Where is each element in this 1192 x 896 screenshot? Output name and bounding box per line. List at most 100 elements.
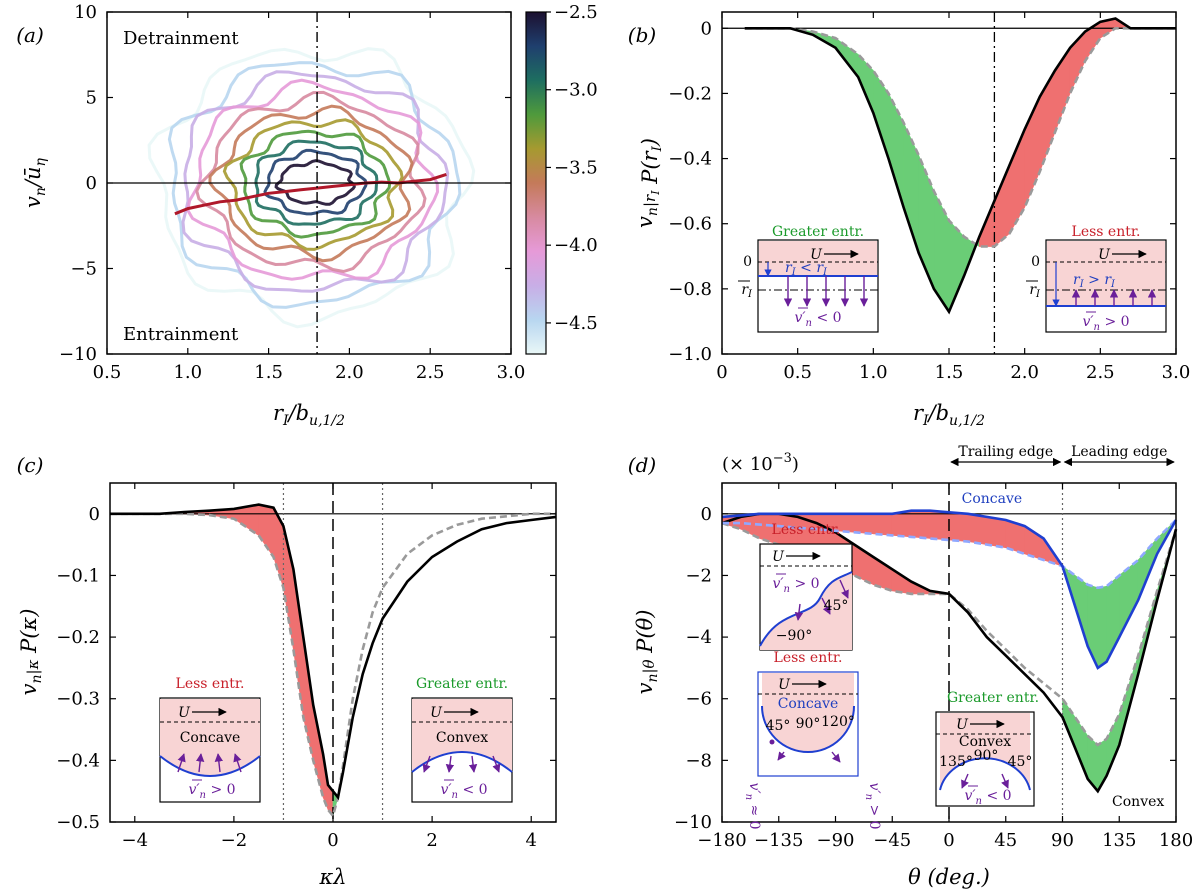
b-xtick-label: 1.0 (859, 362, 888, 383)
d-xtick-label: −135 (754, 830, 803, 851)
xl-den-sub: u,1/2 (949, 413, 985, 429)
flow-label-u: U (178, 705, 191, 721)
d-ytick-label: −4 (685, 627, 712, 648)
xl-main: r (273, 401, 285, 425)
vn-arrow (214, 753, 224, 773)
vn-op: < 0 (812, 310, 842, 326)
d-xtick-label: 180 (1159, 830, 1192, 851)
xl-den-sub: u,1/2 (309, 413, 345, 429)
series-concave-dashed (722, 519, 1177, 590)
vn-sub: n (452, 790, 458, 801)
interface-curve (759, 571, 853, 647)
fill-concave (948, 511, 969, 542)
vn-arrow (1001, 773, 1009, 789)
b-ytick-label: −0.6 (668, 214, 712, 235)
inset-right-label: v′n > 0 (863, 782, 882, 829)
interface-curve (761, 705, 855, 753)
series-solid (744, 17, 1176, 315)
inset-title: Greater entr. (947, 690, 1039, 706)
trailing-edge-label: Trailing edge (958, 444, 1053, 460)
a-xtick-label: 2.0 (335, 362, 364, 383)
fill-concave (967, 513, 988, 545)
yl-main: v (17, 683, 41, 695)
vn-op: > 0 (1100, 314, 1130, 330)
scale-close: ) (792, 454, 799, 475)
d-ytick-label: −8 (685, 750, 712, 771)
fill-concave (910, 510, 931, 539)
fill-concave (1097, 585, 1107, 669)
series-solid (110, 503, 557, 801)
vn-sub: n (976, 796, 982, 807)
angle-label: 45° (766, 718, 791, 734)
fill-concave (873, 513, 893, 536)
panel-a: 0.5 1.0 1.5 2.0 2.5 3.0 10 5 0 −5 −10 Detrainment En… (16, 2, 597, 429)
mean-curve (174, 172, 447, 216)
fill-region (994, 164, 1010, 248)
vn-main: v (440, 782, 448, 798)
yl-cond-sub: I (649, 190, 662, 196)
fill-concave (1118, 559, 1139, 638)
y-axis-label-b: vn|rI P(rI) (633, 138, 665, 228)
inset-title: Less entr. (774, 650, 843, 666)
vn-sub: n (200, 790, 206, 801)
c-xtick-label: 4 (525, 830, 536, 851)
flow-label-u: U (778, 677, 791, 693)
rel-sub2: I (1110, 279, 1116, 290)
vn-arrow (468, 755, 478, 773)
detrainment-label: Detrainment (123, 28, 239, 49)
yl-sub: n (33, 187, 49, 196)
b-xtick-label: 2.5 (1086, 362, 1115, 383)
yl-sub: n (645, 674, 661, 683)
a-xtick-label: 2.5 (416, 362, 445, 383)
yl-main: v (633, 682, 657, 694)
entrainment-label: Entrainment (123, 324, 239, 345)
rel-main: r (1073, 272, 1081, 288)
d-ytick-label: −10 (674, 812, 712, 833)
c-ytick-label: 0 (89, 504, 100, 525)
inset-title: Greater entr. (772, 224, 864, 240)
vn-sub: n (806, 318, 812, 329)
b-xtick-label: 0 (716, 362, 727, 383)
scale-exp: −3 (773, 451, 792, 466)
x-axis-label-b: rI/bu,1/2 (913, 401, 985, 429)
inset-fill (940, 713, 1030, 790)
colorbar (525, 11, 547, 355)
vn-main: v (188, 782, 196, 798)
fill-region (293, 569, 304, 718)
angle-label: 90° (974, 748, 999, 764)
series-concave-solid (721, 509, 1178, 670)
colorbar-tick-label: −3.0 (554, 80, 598, 101)
vn-prime: ′ (780, 576, 784, 592)
a-xtick-label: 1.5 (254, 362, 283, 383)
vn-sub: n (784, 584, 790, 595)
fill-region (258, 504, 274, 558)
inset-vn-label: v′n < 0 (440, 782, 487, 801)
a-ytick-label: 5 (86, 88, 97, 109)
rl-main: v (866, 782, 882, 790)
inset-shape-label: Concave (778, 696, 839, 712)
inset-title: Less entr. (1072, 224, 1141, 240)
angle-label: 90° (796, 716, 821, 732)
xl-sub: I (282, 413, 289, 429)
inset-relation: rI > rI (1073, 272, 1116, 290)
rl-prime: ′ (866, 790, 882, 794)
a-ytick-label: 0 (86, 173, 97, 194)
inset-left-label: v′n ≈ 0 (743, 782, 762, 829)
inset-shape-label: Convex (436, 730, 488, 746)
d-ytick-label: −6 (685, 689, 712, 710)
vn-op: > 0 (790, 576, 820, 592)
yl-tail: P(θ) (633, 610, 657, 660)
fill-region (948, 219, 965, 312)
xl-den: /b (287, 401, 310, 425)
series-convex-dashed (721, 521, 1178, 747)
yl-tail: P(r (638, 149, 662, 190)
vn-arrow (422, 755, 431, 773)
c-xtick-label: −2 (221, 830, 248, 851)
inset-vn-label: v′n > 0 (772, 576, 819, 595)
colorbar-tick-label: −3.5 (554, 157, 598, 178)
